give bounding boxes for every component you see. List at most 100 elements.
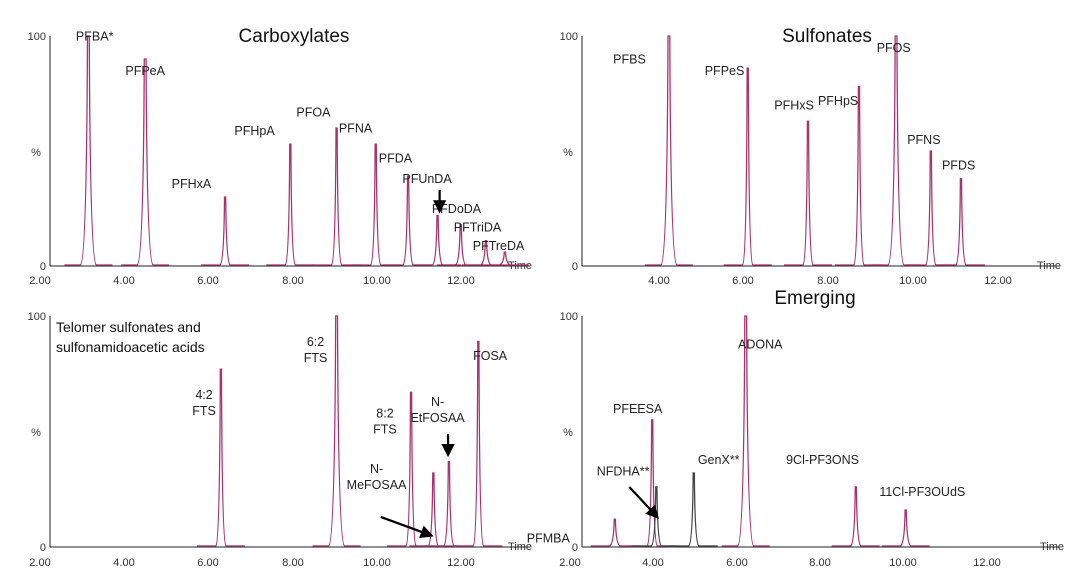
peak-label: N- bbox=[431, 395, 444, 409]
peak-trace bbox=[936, 177, 985, 266]
peak-label: 6:2 bbox=[307, 335, 324, 349]
peak-label: PFPeA bbox=[125, 64, 165, 78]
y-tick-top: 100 bbox=[28, 31, 46, 43]
panel-telomer-sulfonates: Telomer sulfonates and sulfonamidoacetic… bbox=[28, 311, 532, 569]
peak-label: PFOA bbox=[296, 106, 331, 120]
peak-trace bbox=[413, 214, 462, 266]
peak-trace bbox=[387, 391, 436, 547]
x-tick: 2.00 bbox=[559, 557, 580, 569]
arrow-group bbox=[628, 486, 659, 519]
x-tick: 10.00 bbox=[363, 275, 391, 287]
trace-group bbox=[64, 35, 529, 266]
peak-trace bbox=[881, 509, 930, 547]
peak-trace bbox=[669, 472, 718, 547]
y-axis-label: % bbox=[563, 427, 573, 439]
peak-label: PFEESA bbox=[613, 402, 663, 416]
y-tick-top: 100 bbox=[28, 311, 46, 323]
x-tick: 8.00 bbox=[282, 557, 303, 569]
x-tick: 10.00 bbox=[363, 557, 391, 569]
peak-label: PFTriDA bbox=[454, 221, 502, 235]
peak-trace bbox=[783, 120, 832, 266]
peak-label: PFDA bbox=[379, 152, 413, 166]
peak-trace bbox=[424, 460, 473, 547]
peak-trace bbox=[644, 35, 693, 266]
y-axis-label: % bbox=[563, 147, 573, 159]
peak-label: PFMBA bbox=[527, 531, 571, 545]
peak-trace bbox=[461, 240, 510, 266]
x-ticks: 4.00 6.00 8.00 10.00 12.00 bbox=[648, 275, 1011, 287]
x-axis-label: Time bbox=[508, 260, 532, 272]
x-ticks: 2.00 4.00 6.00 8.00 10.00 12.00 bbox=[29, 275, 474, 287]
panel-sulfonates: Sulfonates 100 % 0 Time 4.00 6.00 8.00 1… bbox=[560, 26, 1061, 287]
peak-label: PFHxS bbox=[774, 99, 814, 113]
annotation-arrow bbox=[628, 486, 659, 519]
x-tick: 6.00 bbox=[197, 557, 218, 569]
peak-label: FTS bbox=[192, 404, 216, 418]
peak-trace bbox=[409, 472, 458, 547]
peak-trace bbox=[196, 368, 245, 547]
x-tick: 4.00 bbox=[113, 275, 134, 287]
peak-label: PFDS bbox=[942, 158, 975, 172]
peak-trace bbox=[384, 175, 433, 266]
peak-trace bbox=[64, 35, 113, 266]
peak-label: NFDHA** bbox=[597, 464, 650, 478]
peak-trace bbox=[454, 340, 503, 547]
x-tick: 2.00 bbox=[29, 275, 50, 287]
x-axis-label: Time bbox=[508, 541, 532, 553]
x-tick: 8.00 bbox=[282, 275, 303, 287]
peak-trace bbox=[201, 196, 250, 266]
peak-label: 11Cl-PF3OUdS bbox=[879, 485, 965, 499]
y-axis-label: % bbox=[31, 147, 41, 159]
peak-label: PFNS bbox=[907, 133, 940, 147]
x-tick: 12.00 bbox=[984, 275, 1012, 287]
peak-trace bbox=[906, 150, 955, 266]
peak-label: N- bbox=[370, 462, 383, 476]
peak-label: PFTreDA bbox=[473, 239, 525, 253]
arrow-group bbox=[380, 433, 455, 539]
peak-label: PFBA* bbox=[76, 30, 114, 44]
peak-label-group: PFMBA PFEESA NFDHA** GenX** ADONA 9Cl-PF3ONS 1… bbox=[527, 337, 965, 545]
peak-trace bbox=[723, 67, 772, 266]
peak-label: PFHxA bbox=[172, 177, 212, 191]
peak-trace bbox=[590, 518, 639, 547]
peak-label: PFBS bbox=[613, 53, 646, 67]
x-tick: 6.00 bbox=[726, 557, 747, 569]
peak-label-group: PFBA* PFPeA PFHxA PFHpA PFOA PFNA PFDA PFUnDA PF… bbox=[76, 30, 525, 253]
peak-label: GenX** bbox=[698, 453, 740, 467]
x-tick: 12.00 bbox=[447, 275, 475, 287]
peak-label: FTS bbox=[373, 423, 397, 437]
x-tick: 12.00 bbox=[973, 557, 1001, 569]
panel-title-line-2: sulfonamidoacetic acids bbox=[56, 339, 205, 355]
peak-label: PFPeS bbox=[705, 64, 745, 78]
y-tick-bottom: 0 bbox=[572, 542, 578, 554]
peak-trace bbox=[831, 486, 880, 547]
peak-trace bbox=[266, 143, 315, 266]
peak-trace bbox=[436, 223, 485, 266]
peak-label: ADONA bbox=[738, 337, 783, 351]
peak-label: PFHpS bbox=[818, 94, 858, 108]
x-tick: 6.00 bbox=[732, 275, 753, 287]
peak-trace bbox=[480, 251, 529, 266]
x-ticks: 2.00 4.00 6.00 8.00 10.00 12.00 bbox=[559, 557, 1000, 569]
peak-label: FTS bbox=[304, 351, 328, 365]
peak-label: MeFOSAA bbox=[347, 478, 407, 492]
y-tick-bottom: 0 bbox=[40, 542, 46, 554]
peak-trace bbox=[872, 35, 921, 266]
peak-label: PFHpA bbox=[234, 124, 275, 138]
panel-title: Carboxylates bbox=[239, 26, 350, 47]
peak-label: 9Cl-PF3ONS bbox=[786, 453, 859, 467]
x-axis-label: Time bbox=[1040, 541, 1064, 553]
trace-group bbox=[196, 315, 503, 547]
peak-label: PFUnDA bbox=[402, 172, 452, 186]
x-tick: 8.00 bbox=[809, 557, 830, 569]
peak-label: 4:2 bbox=[195, 388, 212, 402]
panel-emerging: Emerging 100 % 0 Time 2.00 4.00 6.00 8.0… bbox=[527, 288, 1064, 569]
x-tick: 6.00 bbox=[197, 275, 218, 287]
trace-group bbox=[590, 315, 930, 547]
y-tick-top: 100 bbox=[560, 31, 578, 43]
peak-label: PFOS bbox=[877, 41, 911, 55]
x-tick: 12.00 bbox=[447, 557, 475, 569]
peak-label: 8:2 bbox=[376, 407, 393, 421]
x-tick: 10.00 bbox=[889, 557, 917, 569]
